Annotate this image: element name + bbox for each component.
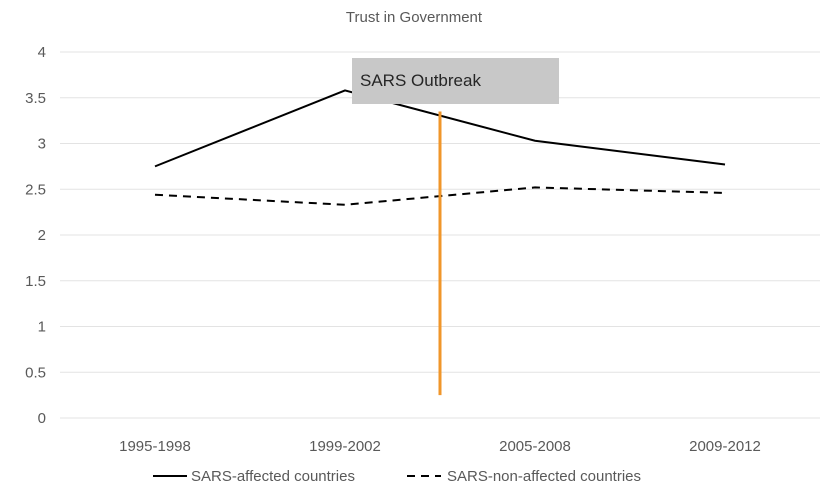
x-tick-label: 2009-2012 (689, 438, 761, 455)
x-tick-label: 1999-2002 (309, 438, 381, 455)
y-tick-label: 0.5 (25, 364, 46, 381)
x-tick-label: 2005-2008 (499, 438, 571, 455)
y-tick-label: 3.5 (25, 90, 46, 107)
y-tick-label: 2 (38, 227, 46, 244)
y-tick-label: 2.5 (25, 181, 46, 198)
y-tick-label: 1 (38, 319, 46, 336)
outbreak-label-box (352, 58, 559, 104)
x-tick-label: 1995-1998 (119, 438, 191, 455)
y-tick-label: 1.5 (25, 273, 46, 290)
y-tick-label: 4 (38, 44, 46, 61)
y-tick-label: 3 (38, 136, 46, 153)
x-axis-ticks: 1995-1998 1999-2002 2005-2008 2009-2012 (119, 438, 761, 455)
legend-label-affected: SARS-affected countries (191, 468, 355, 485)
outbreak-label: SARS Outbreak (360, 71, 481, 90)
legend: SARS-affected countries SARS-non-affected… (153, 468, 641, 485)
y-tick-label: 0 (38, 410, 46, 427)
sars-outbreak-annotation: SARS Outbreak (352, 58, 559, 396)
legend-label-non-affected: SARS-non-affected countries (447, 468, 641, 485)
y-axis-ticks: 0 0.5 1 1.5 2 2.5 3 3.5 4 (25, 44, 46, 427)
chart-title: Trust in Government (346, 9, 483, 26)
